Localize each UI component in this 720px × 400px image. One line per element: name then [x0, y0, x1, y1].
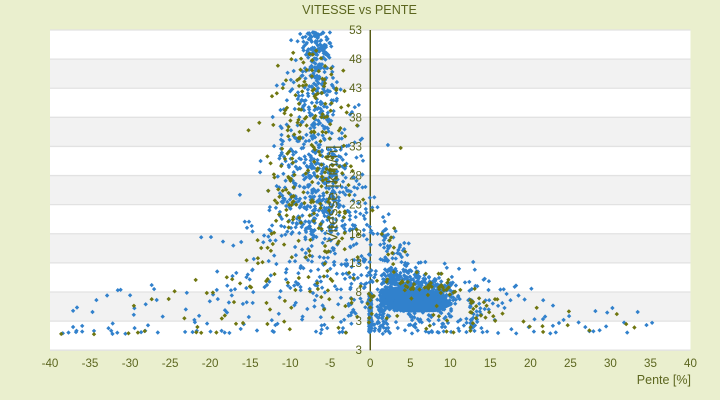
svg-text:20: 20: [524, 357, 537, 370]
svg-text:3: 3: [356, 344, 362, 357]
svg-text:-25: -25: [162, 357, 179, 370]
svg-text:53: 53: [349, 24, 362, 37]
svg-text:-5: -5: [325, 357, 335, 370]
svg-text:-35: -35: [82, 357, 99, 370]
svg-text:18: 18: [349, 228, 362, 241]
svg-text:-10: -10: [282, 357, 299, 370]
svg-text:10: 10: [444, 357, 457, 370]
svg-text:VITESSE vs PENTE: VITESSE vs PENTE: [302, 3, 417, 17]
svg-text:8: 8: [356, 286, 362, 299]
svg-text:43: 43: [349, 82, 362, 95]
svg-text:23: 23: [349, 199, 362, 212]
svg-text:15: 15: [484, 357, 497, 370]
svg-text:Vitesse [km/h]: Vitesse [km/h]: [325, 145, 342, 242]
svg-text:48: 48: [349, 53, 362, 66]
svg-text:35: 35: [644, 357, 657, 370]
svg-text:33: 33: [349, 140, 362, 153]
svg-text:25: 25: [564, 357, 577, 370]
svg-text:-15: -15: [242, 357, 259, 370]
svg-text:-40: -40: [42, 357, 59, 370]
svg-text:30: 30: [604, 357, 617, 370]
svg-text:Pente [%]: Pente [%]: [637, 373, 691, 387]
svg-text:3: 3: [356, 315, 362, 328]
svg-text:28: 28: [349, 170, 362, 183]
svg-text:-30: -30: [122, 357, 139, 370]
svg-text:-20: -20: [202, 357, 219, 370]
svg-text:0: 0: [367, 357, 373, 370]
svg-text:5: 5: [407, 357, 413, 370]
svg-text:13: 13: [349, 257, 362, 270]
svg-text:40: 40: [684, 357, 697, 370]
svg-text:38: 38: [349, 111, 362, 124]
